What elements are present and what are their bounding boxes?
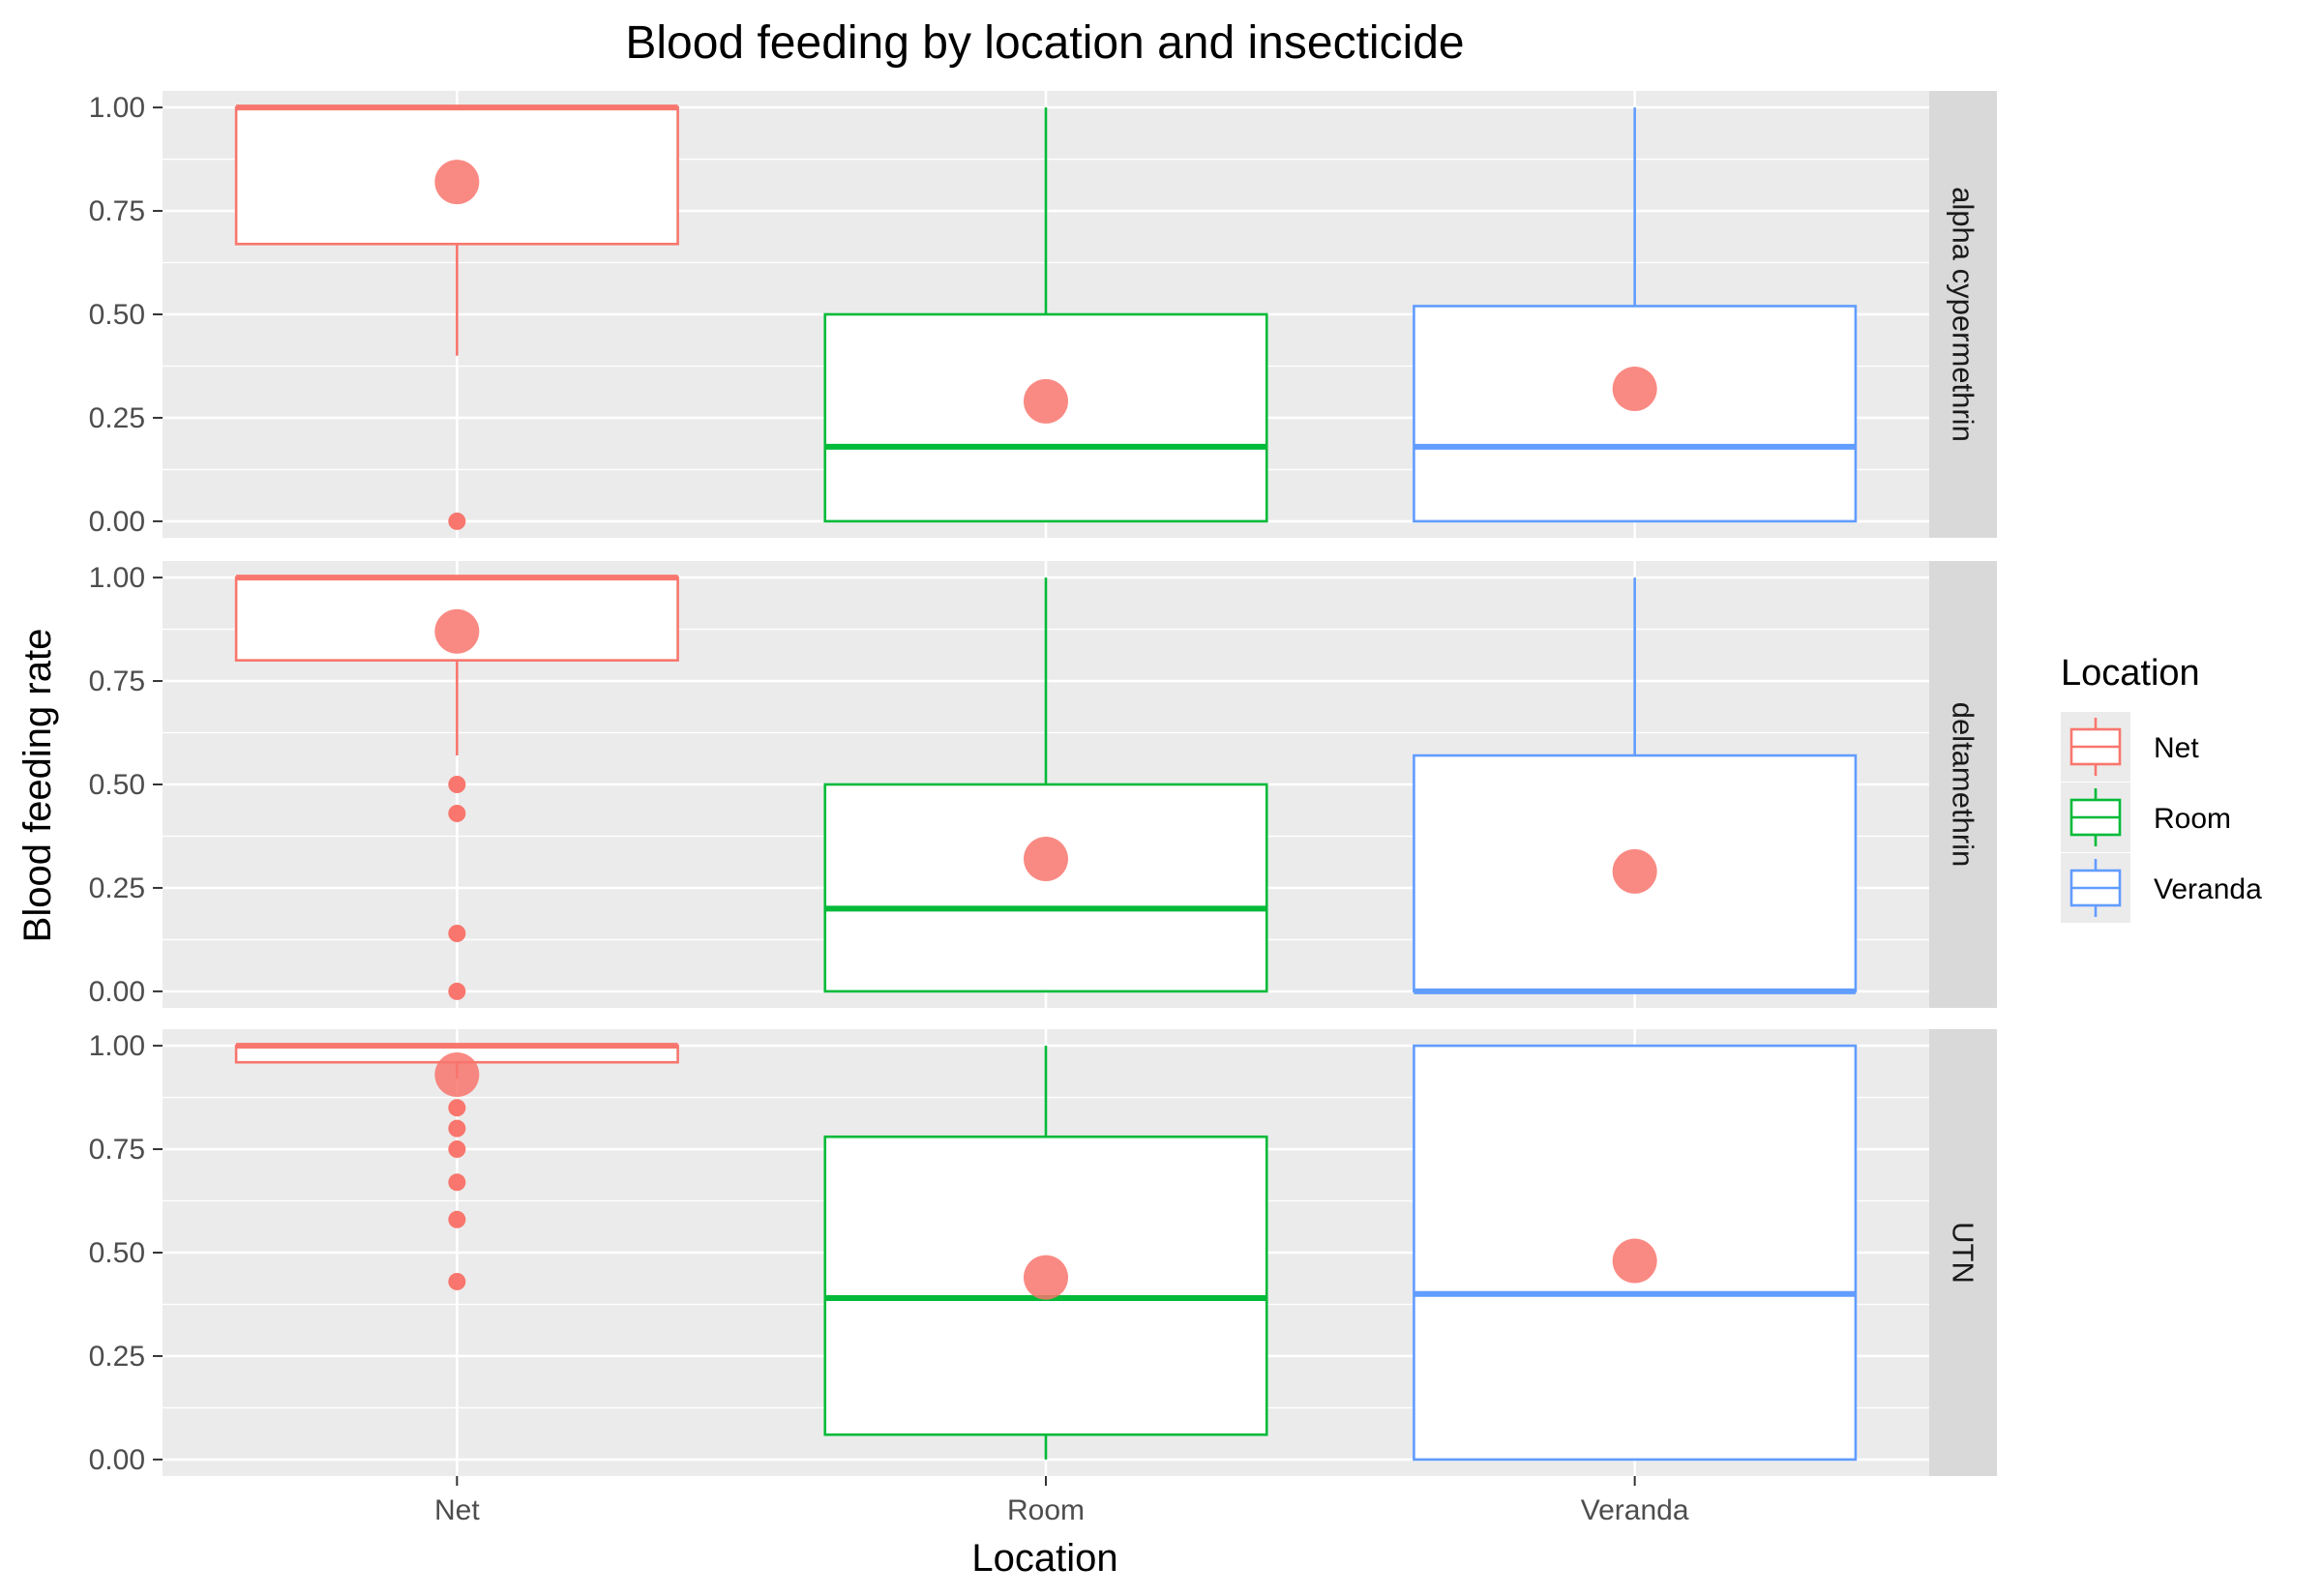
facet-strip xyxy=(1929,91,1997,538)
box-net xyxy=(234,104,679,530)
x-tick-label: Veranda xyxy=(1581,1494,1689,1526)
outlier-point xyxy=(448,982,466,1000)
y-tick-label: 0.25 xyxy=(89,402,145,434)
y-tick-label: 1.00 xyxy=(89,1030,145,1062)
legend-entry-veranda: Veranda xyxy=(2061,853,2262,923)
box-veranda xyxy=(1413,1044,1858,1462)
x-axis: Net Room Veranda xyxy=(434,1476,1689,1526)
y-tick-label: 0.75 xyxy=(89,195,145,227)
y-tick-label: 1.00 xyxy=(89,562,145,594)
outlier-point xyxy=(448,1272,466,1290)
y-tick-label: 0.75 xyxy=(89,1134,145,1166)
box-room xyxy=(823,1046,1268,1460)
y-tick-label: 0.00 xyxy=(89,976,145,1008)
y-tick-label: 0.00 xyxy=(89,506,145,538)
box-iqr xyxy=(823,783,1268,993)
mean-point xyxy=(434,608,480,654)
y-tick-label: 0.50 xyxy=(89,299,145,331)
y-axis-title: Blood feeding rate xyxy=(16,629,59,943)
box-veranda xyxy=(1413,107,1858,523)
outlier-point xyxy=(448,1210,466,1228)
x-tick-label: Room xyxy=(1007,1494,1085,1526)
y-tick-label: 1.00 xyxy=(89,92,145,124)
mean-point xyxy=(1024,378,1068,424)
mean-point xyxy=(1612,1238,1657,1284)
chart-title: Blood feeding by location and insecticid… xyxy=(625,17,1464,69)
y-tick-label: 0.25 xyxy=(89,1341,145,1373)
outlier-point xyxy=(448,1173,466,1192)
mean-point xyxy=(434,160,480,205)
facet-strip xyxy=(1929,561,1997,1008)
mean-point xyxy=(1612,848,1657,894)
box-room xyxy=(823,577,1268,993)
box-iqr xyxy=(1413,305,1858,523)
y-tick-label: 0.00 xyxy=(89,1444,145,1476)
box-veranda xyxy=(1413,577,1858,994)
outlier-point xyxy=(448,512,466,530)
facet-label: alpha cypermethrin xyxy=(1947,187,1980,442)
facet-label: UTN xyxy=(1947,1222,1980,1284)
outlier-point xyxy=(448,1140,466,1159)
legend: Location Net Room Veranda xyxy=(2061,653,2262,923)
outlier-point xyxy=(448,1119,466,1138)
outlier-point xyxy=(448,804,466,822)
legend-label: Room xyxy=(2154,803,2231,835)
outlier-point xyxy=(448,1099,466,1117)
panel-deltamethrin: 0.00 0.25 0.50 0.75 1.00 deltamethrin xyxy=(89,561,1997,1008)
legend-title: Location xyxy=(2061,653,2200,694)
y-tick-label: 0.25 xyxy=(89,872,145,904)
y-tick-label: 0.75 xyxy=(89,665,145,697)
x-axis-title: Location xyxy=(971,1537,1117,1580)
legend-entry-room: Room xyxy=(2061,783,2231,852)
mean-point xyxy=(1612,367,1657,411)
panel-alpha-cypermethrin: 0.00 0.25 0.50 0.75 1.00 alpha cypermethrin xyxy=(89,91,1997,538)
box-room xyxy=(823,107,1268,523)
facet-label: deltamethrin xyxy=(1947,702,1980,868)
legend-label: Net xyxy=(2154,732,2199,764)
panel-utn: 0.00 0.25 0.50 0.75 1.00 UTN xyxy=(89,1029,1997,1476)
mean-point xyxy=(1024,1255,1068,1300)
box-net xyxy=(234,1043,679,1290)
x-tick-label: Net xyxy=(434,1494,480,1526)
y-tick-label: 0.50 xyxy=(89,769,145,801)
legend-entry-net: Net xyxy=(2061,712,2199,782)
box-net xyxy=(234,575,679,1000)
mean-point xyxy=(434,1052,480,1098)
legend-label: Veranda xyxy=(2154,873,2262,905)
outlier-point xyxy=(448,925,466,942)
mean-point xyxy=(1024,837,1068,881)
outlier-point xyxy=(448,776,466,793)
y-tick-label: 0.50 xyxy=(89,1237,145,1269)
facet-strip xyxy=(1929,1029,1997,1476)
